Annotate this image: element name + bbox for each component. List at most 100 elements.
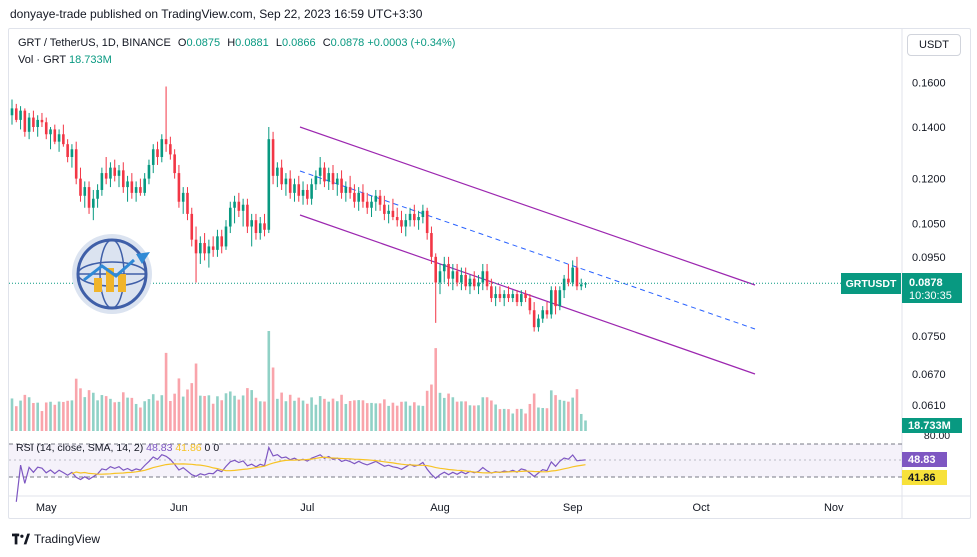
tradingview-logo-icon[interactable] [12, 533, 30, 545]
price-tick-label: 0.1050 [912, 218, 946, 230]
footer: TradingView [12, 532, 100, 546]
candle-body [365, 201, 369, 208]
volume-bar [276, 398, 279, 431]
volume-bar [485, 397, 489, 431]
candle-body [318, 167, 322, 176]
candle-body [224, 226, 228, 247]
candle-body [220, 236, 224, 247]
candle-body [19, 110, 22, 120]
candle-body [117, 170, 121, 176]
rsi-legend-label[interactable]: RSI (14, close, SMA, 14, 2) [16, 442, 144, 454]
volume-legend-label[interactable]: Vol · GRT [18, 54, 66, 66]
candle-body [263, 223, 266, 230]
candle-body [447, 263, 450, 279]
volume-bar [53, 404, 57, 431]
candle-body [57, 134, 61, 142]
volume-bar [562, 400, 566, 431]
volume-bars [10, 331, 587, 431]
volume-bar [113, 402, 117, 431]
candle-body [134, 187, 138, 193]
volume-bar [541, 407, 545, 431]
candle-body [378, 195, 382, 205]
volume-bar [567, 401, 570, 431]
volume-bar [357, 400, 360, 431]
legend-high-label: H [227, 37, 236, 49]
candle-body [502, 294, 506, 299]
volume-bar [134, 403, 138, 431]
volume-bar [199, 395, 202, 431]
rsi-legend-extra-2: 0 [213, 442, 220, 454]
candle-body [481, 271, 485, 283]
candle-body [472, 278, 476, 287]
time-axis: May Jun Jul Aug Sep Oct Nov [9, 495, 971, 514]
candle-body [306, 189, 309, 199]
volume-bar [169, 400, 172, 431]
candle-body [413, 213, 416, 221]
volume-bar [353, 400, 356, 431]
rsi-badge: 48.83 [908, 454, 936, 466]
volume-bar [19, 400, 22, 431]
volume-bar [490, 400, 493, 431]
legend-close-label: C [322, 37, 331, 49]
volume-bar [160, 395, 164, 431]
currency-button[interactable]: USDT [907, 34, 961, 56]
candle-body [562, 278, 566, 291]
candle-body [335, 178, 339, 185]
volume-bar [442, 397, 446, 431]
price-badge-symbol: GRTUSDT [846, 278, 897, 290]
legend-symbol[interactable]: GRT / TetherUS, 1D, BINANCE [18, 37, 171, 49]
footer-brand[interactable]: TradingView [34, 532, 101, 546]
candle-body [130, 181, 134, 193]
candle-body [10, 108, 14, 116]
candle-body [147, 164, 151, 179]
volume-bar [228, 391, 232, 431]
volume-bar [109, 398, 112, 431]
volume-bar [263, 401, 266, 431]
candle-body [113, 167, 117, 176]
volume-bar [314, 404, 318, 431]
candle-body [498, 294, 502, 299]
candle-body [460, 274, 463, 283]
candle-body [579, 284, 583, 287]
candle-body [293, 184, 296, 193]
rsi-sma-badge-bg [902, 470, 947, 485]
volume-bar [284, 401, 288, 431]
rsi-sma-badge: 41.86 [908, 472, 936, 484]
time-tick-label: May [36, 502, 57, 514]
candle-body [143, 178, 146, 193]
price-chart[interactable]: 0.1600 0.1400 0.1200 0.1050 0.0950 0.0750 0.06… [9, 29, 971, 519]
candle-body [417, 217, 420, 221]
volume-bar [126, 397, 129, 431]
candle-body [537, 318, 540, 328]
candle-body [32, 117, 35, 127]
price-tick-label: 0.0950 [912, 252, 946, 264]
volume-bar [387, 405, 390, 431]
volume-bar [361, 400, 365, 431]
volume-bar [147, 399, 151, 431]
volume-bar [400, 401, 403, 431]
volume-bar [173, 393, 176, 431]
volume-bar [211, 403, 215, 431]
volume-bar [237, 399, 241, 431]
volume-bar [421, 405, 425, 431]
candle-body [160, 139, 164, 158]
candle-body [139, 187, 142, 193]
candle-body [246, 204, 249, 227]
candle-body [584, 283, 587, 285]
candle-body [203, 243, 206, 254]
channel-lower-line [299, 214, 756, 375]
price-tick-label: 0.1600 [912, 77, 946, 89]
volume-bar [117, 401, 121, 431]
volume-bar [190, 383, 194, 431]
volume-bar [464, 401, 467, 431]
legend-low: 0.0866 [281, 37, 316, 49]
candle-body [40, 119, 44, 123]
candle-body [121, 170, 125, 188]
candle-body [442, 263, 446, 272]
volume-bar [460, 401, 463, 431]
price-badge-countdown: 10:30:35 [909, 290, 952, 302]
candle-body [554, 290, 557, 307]
candle-body [464, 274, 467, 287]
volume-bar [558, 399, 562, 431]
publish-line: donyaye-trade published on TradingView.c… [10, 7, 423, 21]
